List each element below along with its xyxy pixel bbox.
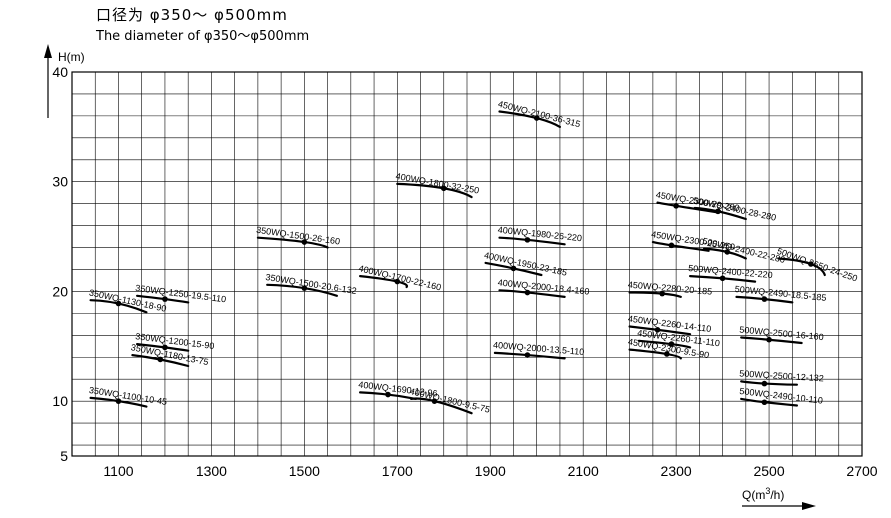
duty-point	[162, 344, 168, 351]
duty-point	[808, 261, 814, 267]
duty-point	[524, 352, 531, 358]
duty-point	[668, 242, 675, 249]
duty-point	[664, 351, 670, 357]
duty-point	[761, 399, 768, 406]
x-axis-arrow	[802, 502, 816, 510]
duty-point	[385, 391, 391, 398]
duty-point	[162, 296, 168, 302]
duty-point	[524, 289, 531, 296]
duty-point	[394, 278, 401, 285]
x-tick-label: 2700	[846, 463, 877, 479]
x-tick-label: 2300	[661, 463, 692, 479]
duty-point	[115, 398, 122, 404]
duty-point	[524, 237, 531, 243]
curve-label: 500WQ-2500-16-160	[739, 325, 824, 343]
y-axis-label: H(m)	[58, 50, 85, 64]
duty-point	[157, 356, 164, 363]
curve-label: 400WQ-1800-9.5-75	[409, 386, 491, 415]
duty-point	[510, 265, 517, 272]
duty-point	[533, 115, 540, 121]
duty-point	[431, 398, 438, 404]
duty-point	[115, 300, 122, 307]
curve-label: 500WQ-2500-12-132	[739, 368, 824, 383]
x-tick-label: 2100	[568, 463, 599, 479]
curve-label: 450WQ-2100-36-315	[497, 99, 581, 130]
duty-point	[724, 249, 731, 255]
duty-point	[761, 380, 768, 387]
curve-label: 350WQ-1500-26-160	[256, 225, 341, 247]
y-axis-arrow	[44, 44, 52, 58]
x-axis-label: Q(m3/h)	[742, 486, 784, 502]
duty-point	[766, 336, 772, 343]
chart-title: 口径为 φ350～ φ500mm	[96, 6, 288, 24]
duty-point	[719, 275, 726, 282]
chart-subtitle: The diameter of φ350～φ500mm	[96, 29, 310, 44]
x-tick-label: 1100	[103, 463, 133, 479]
duty-point	[654, 327, 661, 333]
duty-point	[440, 185, 447, 192]
curve-label: 500WQ-2650-24-250	[776, 246, 859, 284]
duty-point	[301, 285, 308, 291]
x-tick-label: 1700	[382, 463, 413, 479]
curve-label: 500WQ-2490-10-110	[739, 386, 823, 406]
x-tick-label: 2500	[753, 463, 784, 479]
x-tick-label: 1900	[475, 463, 506, 479]
duty-point	[668, 341, 675, 347]
x-tick-label: 1300	[196, 463, 227, 479]
y-tick-label: 10	[52, 393, 68, 409]
y-tick-label: 40	[52, 64, 68, 80]
duty-point	[761, 296, 768, 302]
duty-point	[715, 208, 721, 215]
x-tick-label: 1500	[289, 463, 320, 479]
duty-point	[659, 290, 665, 297]
y-tick-label: 5	[60, 448, 68, 464]
duty-point	[301, 239, 308, 245]
curve-label: 350WQ-1500-20.6-132	[265, 272, 358, 296]
y-tick-label: 20	[52, 283, 68, 299]
y-tick-label: 30	[52, 174, 68, 190]
duty-point	[673, 203, 679, 209]
